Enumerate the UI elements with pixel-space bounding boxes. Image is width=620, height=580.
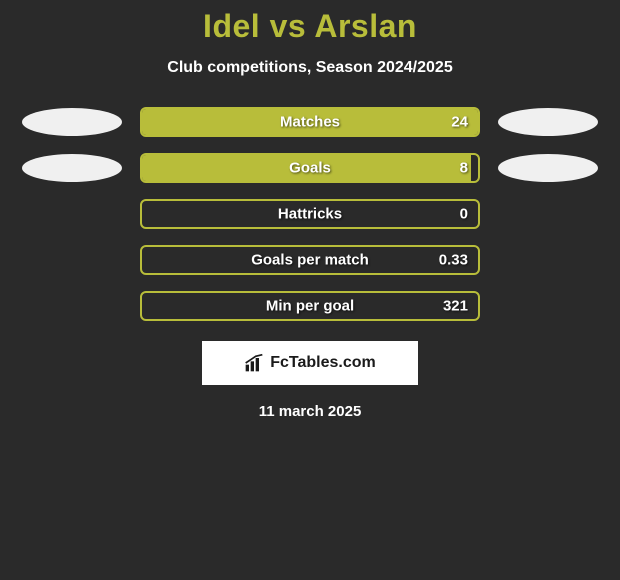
comparison-card: Idel vs Arslan Club competitions, Season…	[0, 0, 620, 580]
left-bubble	[22, 154, 122, 182]
stat-bar: Min per goal 321	[140, 291, 480, 321]
stat-value: 0.33	[439, 252, 468, 269]
stat-value: 24	[451, 114, 468, 131]
stat-value: 321	[443, 298, 468, 315]
stat-bar: Matches 24	[140, 107, 480, 137]
stat-bar: Goals per match 0.33	[140, 245, 480, 275]
stat-rows: Matches 24 Goals 8 Hattricks 0 Goals per match…	[0, 107, 620, 321]
stat-label: Matches	[280, 114, 340, 131]
brand-text: FcTables.com	[270, 354, 376, 372]
date-text: 11 march 2025	[0, 403, 620, 420]
stat-label: Min per goal	[266, 298, 354, 315]
stat-label: Hattricks	[278, 206, 342, 223]
left-bubble	[22, 108, 122, 136]
stat-row: Matches 24	[0, 107, 620, 137]
page-title: Idel vs Arslan	[0, 0, 620, 45]
page-subtitle: Club competitions, Season 2024/2025	[0, 59, 620, 77]
right-bubble	[498, 154, 598, 182]
stat-label: Goals	[289, 160, 331, 177]
brand-badge[interactable]: FcTables.com	[202, 341, 418, 385]
stat-bar: Hattricks 0	[140, 199, 480, 229]
stat-row: Goals per match 0.33	[0, 245, 620, 275]
stat-bar: Goals 8	[140, 153, 480, 183]
stat-row: Min per goal 321	[0, 291, 620, 321]
stat-value: 8	[460, 160, 468, 177]
brand-chart-icon	[244, 353, 264, 373]
right-bubble	[498, 108, 598, 136]
stat-row: Hattricks 0	[0, 199, 620, 229]
stat-label: Goals per match	[251, 252, 369, 269]
stat-value: 0	[460, 206, 468, 223]
stat-row: Goals 8	[0, 153, 620, 183]
